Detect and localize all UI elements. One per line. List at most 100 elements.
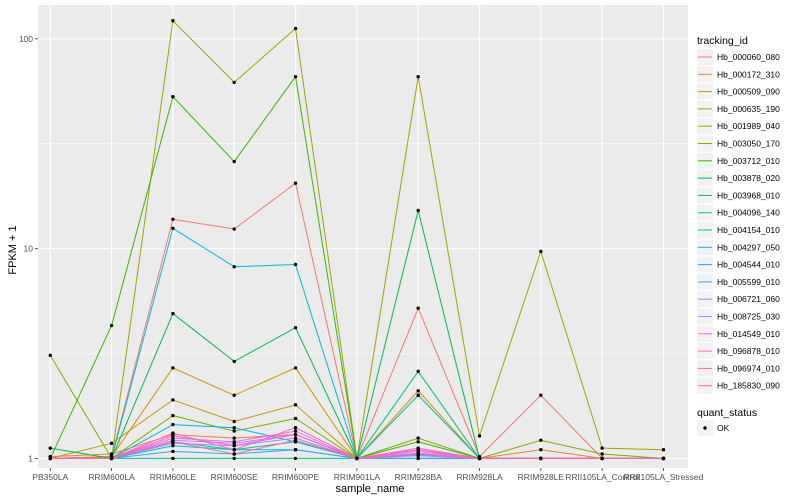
legend-label: Hb_004154_010 xyxy=(717,225,780,235)
y-tick-label: 100 xyxy=(19,34,33,44)
legend-label: Hb_003878_020 xyxy=(717,173,780,183)
data-point xyxy=(171,366,175,370)
legend-label: Hb_000509_090 xyxy=(717,87,780,97)
data-point xyxy=(539,448,543,452)
x-tick-label: RRIM600PE xyxy=(272,472,320,482)
data-point xyxy=(416,436,420,440)
legend2-label: OK xyxy=(717,423,730,433)
data-point xyxy=(293,325,298,330)
data-point xyxy=(171,413,175,418)
series-points xyxy=(48,19,666,461)
data-point xyxy=(109,456,114,461)
legend-label: Hb_004297_050 xyxy=(717,242,780,252)
data-point xyxy=(232,159,236,164)
legend-label: Hb_096974_010 xyxy=(717,363,780,373)
x-axis-title: sample_name xyxy=(335,483,404,495)
grid-minor xyxy=(38,143,688,354)
data-point xyxy=(171,440,175,444)
data-point xyxy=(477,434,482,438)
data-point xyxy=(48,446,52,450)
data-point xyxy=(171,217,175,221)
legend2-point xyxy=(703,426,707,430)
data-point xyxy=(232,443,236,448)
data-point xyxy=(171,456,175,461)
data-point xyxy=(109,323,114,328)
data-point xyxy=(416,440,420,444)
data-point xyxy=(416,456,420,461)
data-point xyxy=(416,208,420,213)
data-point xyxy=(171,434,175,438)
data-point xyxy=(293,438,298,442)
data-point xyxy=(171,311,175,316)
y-axis: 1 10 100 xyxy=(19,34,38,463)
data-point xyxy=(293,448,298,452)
x-tick-label: RRIM600LE xyxy=(150,472,197,482)
x-tick-label: RRIM600LA xyxy=(88,472,135,482)
legend-label: Hb_185830_090 xyxy=(717,381,780,391)
x-tick-label: RRII105LA_Control xyxy=(565,472,639,482)
x-tick-label: PB350LA xyxy=(32,472,68,482)
data-point xyxy=(661,456,666,461)
data-point xyxy=(539,438,543,442)
data-point xyxy=(293,26,298,31)
x-axis: PB350LA RRIM600LA RRIM600LE RRIM600SE RRIM60… xyxy=(32,468,704,482)
data-point xyxy=(171,94,175,99)
y-axis-title: FPKM + 1 xyxy=(7,225,19,274)
data-point xyxy=(477,456,482,461)
y-tick-label: 1 xyxy=(28,453,33,463)
data-point xyxy=(539,249,543,254)
data-point xyxy=(171,431,175,435)
data-point xyxy=(232,393,236,397)
x-tick-label: RRIM928BA xyxy=(395,472,443,482)
data-point xyxy=(109,452,114,456)
legend-label: Hb_000635_190 xyxy=(717,104,780,114)
data-point xyxy=(171,449,175,454)
data-point xyxy=(293,456,298,461)
data-point xyxy=(171,398,175,402)
data-point xyxy=(600,456,604,461)
legend2-title: quant_status xyxy=(697,407,757,419)
legend-label: Hb_003712_010 xyxy=(717,156,780,166)
y-tick-label: 10 xyxy=(24,244,34,254)
data-point xyxy=(293,366,298,370)
legend-label: Hb_003050_170 xyxy=(717,139,780,149)
x-tick-label: RRIM600SE xyxy=(211,472,259,482)
legend-title: tracking_id xyxy=(697,35,748,47)
data-point xyxy=(293,429,298,433)
data-point xyxy=(232,440,236,444)
data-point xyxy=(171,443,175,448)
data-point xyxy=(109,441,114,446)
data-point xyxy=(232,448,236,452)
data-point xyxy=(293,75,298,79)
data-point xyxy=(416,306,420,310)
data-point xyxy=(293,181,298,185)
data-point xyxy=(661,448,666,452)
data-point xyxy=(600,452,604,456)
data-point xyxy=(232,265,236,269)
legend-label: Hb_005599_010 xyxy=(717,277,780,287)
legend: tracking_id Hb_000060_080 Hb_000172_310 Hb… xyxy=(697,35,780,394)
data-point xyxy=(416,393,420,397)
legend-label: Hb_004096_140 xyxy=(717,208,780,218)
data-point xyxy=(293,426,298,430)
data-point xyxy=(293,416,298,421)
data-point xyxy=(171,422,175,427)
legend-label: Hb_000060_080 xyxy=(717,52,780,62)
data-point xyxy=(232,80,236,85)
legend-label: Hb_096878_010 xyxy=(717,346,780,356)
data-point xyxy=(232,436,236,440)
data-point xyxy=(232,452,236,456)
legend-label: Hb_008725_030 xyxy=(717,312,780,322)
data-point xyxy=(232,456,236,461)
data-point xyxy=(232,419,236,424)
data-point xyxy=(416,448,420,452)
data-point xyxy=(355,456,359,461)
x-tick-label: RRIM928LE xyxy=(518,472,565,482)
data-point xyxy=(293,403,298,407)
x-tick-label: RRIM928LA xyxy=(456,472,503,482)
data-point xyxy=(416,453,420,457)
legend-label: Hb_006721_060 xyxy=(717,294,780,304)
data-point xyxy=(232,227,236,231)
legend-label: Hb_000172_310 xyxy=(717,69,780,79)
